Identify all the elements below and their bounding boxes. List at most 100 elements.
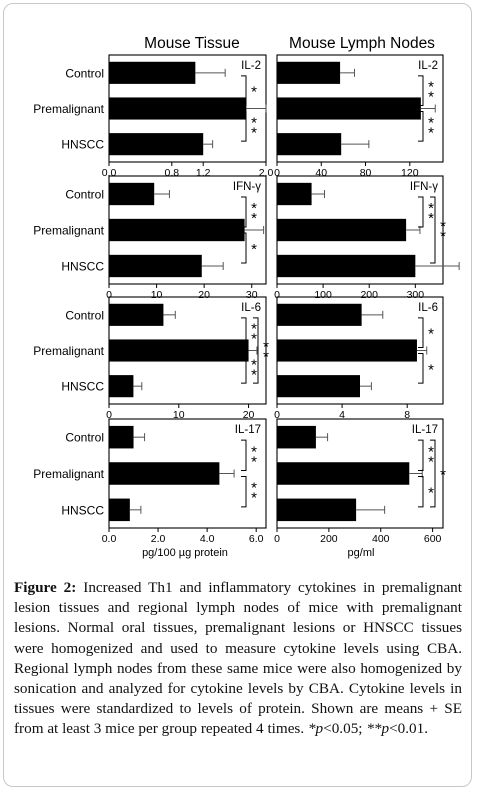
lymph-il17-x-tick-label: 600 <box>424 533 442 545</box>
lymph-ifn-x-tick-label: 300 <box>407 289 425 301</box>
lymph-ifn-bar-hnscc <box>277 254 416 278</box>
lymph-il17-x-tick-label: 200 <box>320 533 338 545</box>
tissue-il6-significance-bracket <box>253 317 259 384</box>
tissue-column-title: Mouse Tissue <box>144 35 240 52</box>
lymph-ifn-x-tick-label: 200 <box>360 289 378 301</box>
lymph-ifn-significance-bracket <box>418 196 424 228</box>
lymph-il17-significance-star: * <box>428 485 434 502</box>
tissue-ifn-bar-control <box>109 182 155 206</box>
tissue-ifn-significance-star: * <box>251 241 257 258</box>
tissue-il6-significance-bracket <box>241 317 247 348</box>
tissue-il17-x-tick-label: 4.0 <box>200 533 215 545</box>
lymph-column-title: Mouse Lymph Nodes <box>289 35 435 52</box>
lymph-il2-significance-star: * <box>428 124 434 141</box>
tissue-il2-significance-bracket <box>241 75 247 106</box>
lymph-il17-significance-star: * <box>428 443 434 460</box>
category-label-premalignant: Premalignant <box>33 467 104 481</box>
lymph-ifn-x-tick-label: 100 <box>314 289 332 301</box>
tissue-ifn-significance-bracket <box>241 196 247 228</box>
category-label-hnscc: HNSCC <box>61 380 104 394</box>
caption-p2-symbol: **p <box>366 720 390 738</box>
lymph-ifn-significance-star: * <box>428 210 434 227</box>
lymph-il2-x-tick-label: 40 <box>315 167 327 179</box>
lymph-ifn-x-tick-label: 0 <box>274 289 280 301</box>
tissue-il17-bar-control <box>109 425 134 449</box>
tissue-il17-x-tick-label: 0.0 <box>102 533 117 545</box>
figure-caption: Figure 2: Increased Th1 and inflammatory… <box>14 578 462 740</box>
caption-p1-threshold: <0.05; <box>323 720 367 738</box>
tissue-ifn-significance-star: * <box>251 210 257 227</box>
lymph-il17-bar-control <box>277 425 316 449</box>
lymph-ifn-significance-star: * <box>440 218 446 235</box>
tissue-il6-significance-star: * <box>251 331 257 348</box>
lymph-il6-title: IL-6 <box>418 302 438 314</box>
tissue-il17-x-tick-label: 2.0 <box>151 533 166 545</box>
lymph-il6-x-tick-label: 0 <box>274 409 280 421</box>
lymph-il17-significance-bracket <box>418 476 424 508</box>
tissue-il6-significance-bracket <box>241 353 247 384</box>
tissue-il17-significance-star: * <box>251 480 257 497</box>
lymph-il17-significance-bracket <box>430 439 436 508</box>
lymph-il17-x-tick-label: 0 <box>274 533 280 545</box>
lymph-il6-x-tick-label: 8 <box>404 409 410 421</box>
lymph-ifn-title: IFN-γ <box>410 181 438 193</box>
lymph-il2-significance-star: * <box>428 114 434 131</box>
tissue-ifn-x-tick-label: 20 <box>198 289 210 301</box>
tissue-il2-significance-bracket <box>241 111 247 142</box>
tissue-il6-bar-hnscc <box>109 375 134 398</box>
tissue-il6-title: IL-6 <box>241 302 261 314</box>
tissue-il6-significance-star: * <box>251 366 257 383</box>
tissue-il17-x-tick-label: 6.0 <box>249 533 264 545</box>
tissue-il6-x-tick-label: 20 <box>243 409 255 421</box>
lymph-il17-title: IL-17 <box>412 424 438 436</box>
tissue-ifn-bar-hnscc <box>109 254 202 278</box>
tissue-il17-significance-star: * <box>251 490 257 507</box>
lymph-il6-bar-premalignant <box>277 339 417 362</box>
tissue-il17-bar-hnscc <box>109 498 130 522</box>
lymph-il2-bar-premalignant <box>277 97 421 120</box>
lymph-il2-x-tick-label: 80 <box>360 167 372 179</box>
category-label-hnscc: HNSCC <box>61 260 104 274</box>
lymph-ifn-bar-premalignant <box>277 218 407 242</box>
tissue-il2-title: IL-2 <box>241 60 261 72</box>
lymph-il6-bar-hnscc <box>277 375 360 398</box>
lymph-il2-significance-bracket <box>418 111 424 142</box>
tissue-il2-significance-star: * <box>251 124 257 141</box>
tissue-il6-significance-star: * <box>251 356 257 373</box>
tissue-il2-bar-hnscc <box>109 133 204 156</box>
tissue-il6-significance-star: * <box>263 339 269 356</box>
tissue-il2-significance-star: * <box>251 114 257 131</box>
lymph-il6-significance-bracket <box>418 353 424 384</box>
category-label-control: Control <box>65 188 104 202</box>
tissue-il17-bar-premalignant <box>109 462 220 485</box>
tissue-ifn-x-tick-label: 10 <box>151 289 163 301</box>
caption-label: Figure 2: <box>14 579 77 596</box>
lymph-ifn-significance-star: * <box>428 200 434 217</box>
lymph-il17-x-tick-label: 400 <box>372 533 390 545</box>
caption-p2-threshold: <0.01. <box>389 720 429 738</box>
category-label-hnscc: HNSCC <box>61 138 104 152</box>
tissue-il6-significance-star: * <box>263 349 269 366</box>
lymph-il6-significance-star: * <box>428 361 434 378</box>
category-label-control: Control <box>65 66 104 80</box>
category-label-premalignant: Premalignant <box>33 224 104 238</box>
tissue-ifn-title: IFN-γ <box>233 181 261 193</box>
tissue-ifn-significance-star: * <box>251 200 257 217</box>
lymph-il17-bar-hnscc <box>277 498 357 522</box>
lymph-il17-significance-star: * <box>428 453 434 470</box>
category-label-hnscc: HNSCC <box>61 503 104 517</box>
tissue-ifn-x-tick-label: 30 <box>246 289 258 301</box>
lymph-il6-x-tick-label: 4 <box>339 409 345 421</box>
tissue-ifn-x-tick-label: 0 <box>106 289 112 301</box>
category-label-control: Control <box>65 431 104 445</box>
tissue-ifn-significance-bracket <box>241 232 247 264</box>
tissue-il17-title: IL-17 <box>235 424 261 436</box>
tissue-il2-x-tick-label: 1.2 <box>196 167 211 179</box>
lymph-x-axis-title: pg/ml <box>348 547 375 559</box>
tissue-il2-bar-premalignant <box>109 97 247 120</box>
tissue-x-axis-title: pg/100 µg protein <box>142 547 228 559</box>
lymph-ifn-bar-control <box>277 182 312 206</box>
tissue-il2-x-tick-label: 0.8 <box>164 167 179 179</box>
tissue-il6-significance-star: * <box>251 321 257 338</box>
tissue-il17-significance-bracket <box>241 476 247 508</box>
